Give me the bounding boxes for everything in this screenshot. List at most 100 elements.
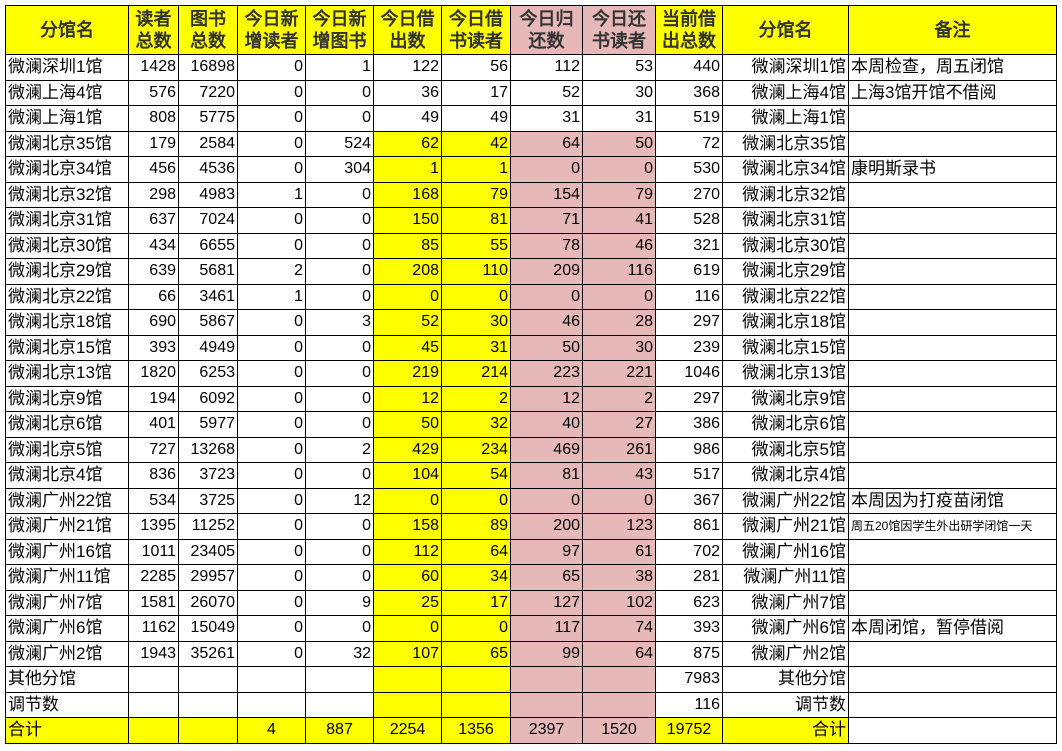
cell-returners-today[interactable]: 64 xyxy=(582,640,656,667)
cell-new-readers-today[interactable]: 0 xyxy=(237,207,306,234)
cell-loans-today[interactable]: 45 xyxy=(373,334,442,361)
cell-returners-today[interactable] xyxy=(582,666,656,693)
cell-returners-today[interactable]: 61 xyxy=(582,538,656,565)
cell-returns-today[interactable]: 2397 xyxy=(510,717,583,744)
cell-new-books-today[interactable]: 0 xyxy=(305,411,374,438)
cell-returners-today[interactable]: 41 xyxy=(582,207,656,234)
cell-new-books-today[interactable]: 887 xyxy=(305,717,374,744)
cell-branch-name-right[interactable]: 微澜北京30馆 xyxy=(722,232,849,259)
header-loans-today[interactable]: 今日借出数 xyxy=(373,5,442,55)
cell-branch-name-right[interactable]: 微澜北京4馆 xyxy=(722,462,849,489)
cell-total-books[interactable]: 5775 xyxy=(178,105,238,132)
cell-new-books-today[interactable]: 0 xyxy=(305,385,374,412)
cell-returns-today[interactable]: 65 xyxy=(510,564,583,591)
cell-current-loans[interactable]: 270 xyxy=(655,181,723,208)
cell-total-books[interactable] xyxy=(178,717,238,744)
cell-borrowers-today[interactable]: 81 xyxy=(441,207,511,234)
cell-returners-today[interactable]: 74 xyxy=(582,615,656,642)
cell-total-readers[interactable]: 2285 xyxy=(128,564,179,591)
cell-returns-today[interactable]: 46 xyxy=(510,309,583,336)
cell-total-readers[interactable]: 1581 xyxy=(128,589,179,616)
cell-total-readers[interactable]: 727 xyxy=(128,436,179,463)
header-notes[interactable]: 备注 xyxy=(848,5,1057,55)
cell-current-loans[interactable]: 861 xyxy=(655,513,723,540)
cell-returns-today[interactable]: 50 xyxy=(510,334,583,361)
cell-branch-name[interactable]: 微澜广州2馆 xyxy=(5,640,129,667)
cell-notes[interactable] xyxy=(848,232,1057,259)
cell-new-books-today[interactable]: 0 xyxy=(305,232,374,259)
cell-borrowers-today[interactable]: 79 xyxy=(441,181,511,208)
cell-new-books-today[interactable]: 12 xyxy=(305,487,374,514)
cell-current-loans[interactable]: 19752 xyxy=(655,717,723,744)
cell-total-books[interactable]: 5681 xyxy=(178,258,238,285)
cell-new-books-today[interactable]: 0 xyxy=(305,181,374,208)
cell-current-loans[interactable]: 297 xyxy=(655,309,723,336)
cell-new-readers-today[interactable]: 0 xyxy=(237,334,306,361)
cell-returners-today[interactable]: 79 xyxy=(582,181,656,208)
cell-current-loans[interactable]: 619 xyxy=(655,258,723,285)
cell-current-loans[interactable]: 7983 xyxy=(655,666,723,693)
cell-borrowers-today[interactable]: 0 xyxy=(441,615,511,642)
cell-total-books[interactable]: 26070 xyxy=(178,589,238,616)
cell-branch-name-right[interactable]: 微澜北京13馆 xyxy=(722,360,849,387)
cell-loans-today[interactable]: 122 xyxy=(373,54,442,81)
cell-new-books-today[interactable] xyxy=(305,691,374,718)
cell-branch-name[interactable]: 其他分馆 xyxy=(5,666,129,693)
header-returns-today[interactable]: 今日归还数 xyxy=(510,5,583,55)
cell-borrowers-today[interactable]: 214 xyxy=(441,360,511,387)
cell-total-readers[interactable]: 66 xyxy=(128,283,179,310)
cell-returns-today[interactable]: 64 xyxy=(510,130,583,157)
cell-total-readers[interactable] xyxy=(128,691,179,718)
cell-branch-name[interactable]: 微澜北京4馆 xyxy=(5,462,129,489)
cell-branch-name-right[interactable]: 微澜广州6馆 xyxy=(722,615,849,642)
cell-borrowers-today[interactable]: 2 xyxy=(441,385,511,412)
cell-borrowers-today[interactable]: 31 xyxy=(441,334,511,361)
cell-branch-name[interactable]: 微澜深圳1馆 xyxy=(5,54,129,81)
cell-total-books[interactable]: 3723 xyxy=(178,462,238,489)
cell-returns-today[interactable]: 71 xyxy=(510,207,583,234)
cell-new-readers-today[interactable]: 1 xyxy=(237,283,306,310)
cell-total-readers[interactable]: 637 xyxy=(128,207,179,234)
cell-new-books-today[interactable]: 0 xyxy=(305,360,374,387)
cell-current-loans[interactable]: 517 xyxy=(655,462,723,489)
cell-returners-today[interactable] xyxy=(582,691,656,718)
cell-branch-name[interactable]: 微澜北京30馆 xyxy=(5,232,129,259)
cell-borrowers-today[interactable]: 1356 xyxy=(441,717,511,744)
cell-new-books-today[interactable] xyxy=(305,666,374,693)
cell-new-readers-today[interactable]: 0 xyxy=(237,309,306,336)
cell-borrowers-today[interactable]: 42 xyxy=(441,130,511,157)
cell-returners-today[interactable]: 31 xyxy=(582,105,656,132)
cell-total-readers[interactable]: 534 xyxy=(128,487,179,514)
cell-current-loans[interactable]: 528 xyxy=(655,207,723,234)
cell-branch-name-right[interactable]: 微澜广州2馆 xyxy=(722,640,849,667)
cell-new-books-today[interactable]: 304 xyxy=(305,156,374,183)
cell-returns-today[interactable]: 52 xyxy=(510,79,583,106)
cell-total-books[interactable]: 4536 xyxy=(178,156,238,183)
cell-returns-today[interactable]: 469 xyxy=(510,436,583,463)
cell-new-readers-today[interactable]: 0 xyxy=(237,79,306,106)
cell-loans-today[interactable]: 158 xyxy=(373,513,442,540)
cell-total-books[interactable]: 29957 xyxy=(178,564,238,591)
cell-branch-name-right[interactable]: 微澜北京5馆 xyxy=(722,436,849,463)
cell-notes[interactable]: 本周检查，周五闭馆 xyxy=(848,54,1057,81)
cell-notes[interactable] xyxy=(848,411,1057,438)
cell-branch-name-right[interactable]: 其他分馆 xyxy=(722,666,849,693)
cell-borrowers-today[interactable]: 34 xyxy=(441,564,511,591)
cell-total-books[interactable]: 16898 xyxy=(178,54,238,81)
cell-notes[interactable] xyxy=(848,436,1057,463)
cell-current-loans[interactable]: 986 xyxy=(655,436,723,463)
cell-new-readers-today[interactable]: 0 xyxy=(237,54,306,81)
cell-returners-today[interactable]: 116 xyxy=(582,258,656,285)
cell-loans-today[interactable]: 0 xyxy=(373,615,442,642)
cell-branch-name[interactable]: 调节数 xyxy=(5,691,129,718)
header-returners-today[interactable]: 今日还书读者 xyxy=(582,5,656,55)
cell-returns-today[interactable]: 127 xyxy=(510,589,583,616)
cell-new-books-today[interactable]: 3 xyxy=(305,309,374,336)
cell-branch-name-right[interactable]: 微澜上海4馆 xyxy=(722,79,849,106)
cell-current-loans[interactable]: 367 xyxy=(655,487,723,514)
cell-total-books[interactable]: 23405 xyxy=(178,538,238,565)
cell-returns-today[interactable]: 209 xyxy=(510,258,583,285)
header-current-loans[interactable]: 当前借出总数 xyxy=(655,5,723,55)
cell-new-readers-today[interactable] xyxy=(237,666,306,693)
cell-loans-today[interactable]: 49 xyxy=(373,105,442,132)
